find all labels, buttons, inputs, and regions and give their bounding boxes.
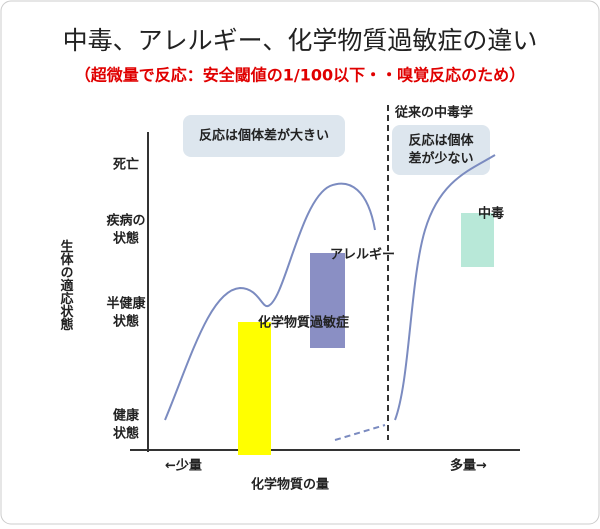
callout-text: 差が少ない <box>408 151 473 167</box>
bar-hypersensitivity <box>238 322 271 455</box>
y-label: 生体の適応状態 <box>58 239 74 332</box>
callout-text: 反応は個体差が大きい <box>199 128 329 144</box>
callout-text: 反応は個体 <box>408 133 474 149</box>
level-label: 半健康 <box>106 296 146 312</box>
bar-label: 化学物質過敏症 <box>258 315 349 331</box>
x-low: ←少量 <box>165 458 202 474</box>
title: 中毒、アレルギー、化学物質過敏症の違い <box>63 26 538 55</box>
level-label: 健康 <box>113 408 140 424</box>
bar-allergy <box>310 253 345 348</box>
curve <box>164 182 376 421</box>
x-label: 化学物質の量 <box>251 477 329 493</box>
section-label: 従来の中毒学 <box>394 105 473 121</box>
level-label: 状態 <box>113 426 139 442</box>
callout-box <box>183 115 345 157</box>
callout-box <box>392 125 490 175</box>
level-label: 疾病の <box>106 213 145 229</box>
subtitle: （超微量で反応：安全閾値の1/100以下・・嗅覚反応のため） <box>75 66 525 85</box>
bar-poisoning <box>461 213 494 267</box>
level-label: 状態 <box>113 314 139 330</box>
bar-label: アレルギー <box>330 247 395 263</box>
x-high: 多量→ <box>450 458 487 474</box>
bar-label: 中毒 <box>478 206 504 222</box>
level-label: 状態 <box>113 231 139 247</box>
curve <box>394 154 496 421</box>
level-label: 死亡 <box>113 157 139 173</box>
curve-dashed <box>334 424 386 441</box>
